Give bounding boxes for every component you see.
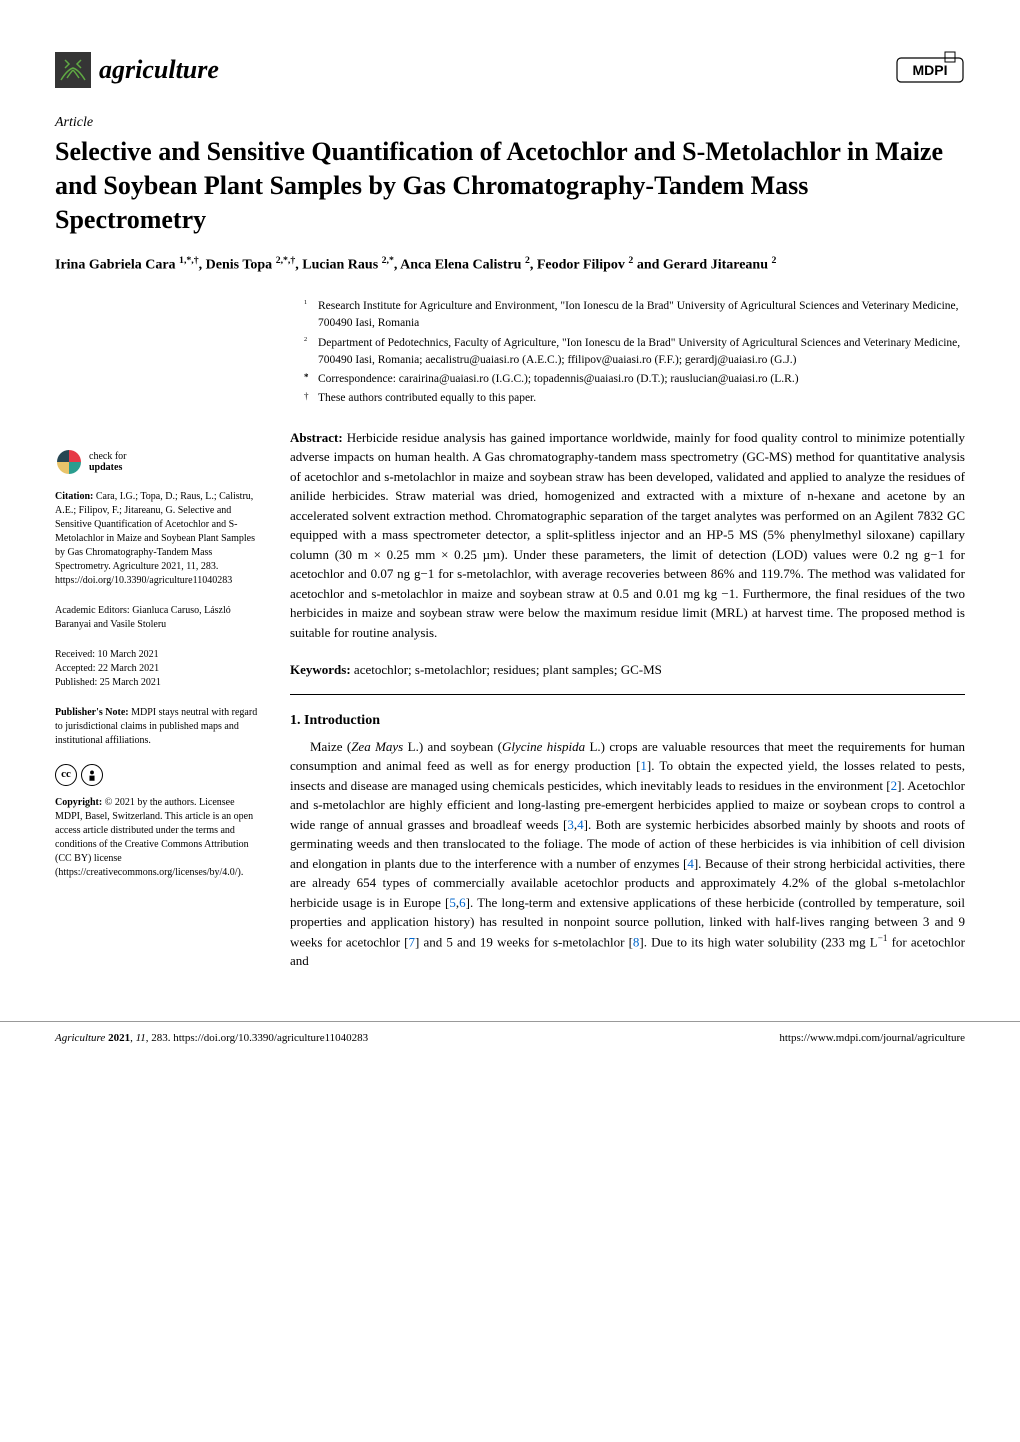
check-updates-label: check for updates (89, 451, 126, 473)
mdpi-logo-icon: MDPI (895, 50, 965, 90)
affiliation-row: † These authors contributed equally to t… (304, 390, 965, 407)
header: agriculture MDPI (55, 50, 965, 90)
publishers-note-label: Publisher's Note: (55, 707, 129, 718)
journal-brand: agriculture (55, 52, 219, 88)
authors-line: Irina Gabriela Cara 1,*,†, Denis Topa 2,… (55, 254, 965, 276)
agriculture-journal-icon (55, 52, 91, 88)
check-for-updates[interactable]: check for updates (55, 448, 260, 476)
copyright-label: Copyright: (55, 797, 102, 808)
article-type: Article (55, 115, 965, 131)
publishers-note-block: Publisher's Note: MDPI stays neutral wit… (55, 706, 260, 748)
citation-label: Citation: (55, 491, 93, 502)
editors-block: Academic Editors: Gianluca Caruso, Lászl… (55, 604, 260, 632)
footer: Agriculture 2021, 11, 283. https://doi.o… (0, 1021, 1020, 1074)
affiliation-row: 1 Research Institute for Agriculture and… (304, 298, 965, 333)
cc-icon: cc (55, 764, 77, 786)
copyright-block: Copyright: © 2021 by the authors. Licens… (55, 796, 260, 880)
check-updates-icon (55, 448, 83, 476)
citation-block: Citation: Cara, I.G.; Topa, D.; Raus, L.… (55, 490, 260, 588)
accepted-date: Accepted: 22 March 2021 (55, 662, 260, 676)
article-title: Selective and Sensitive Quantification o… (55, 135, 965, 236)
received-date: Received: 10 March 2021 (55, 648, 260, 662)
by-icon (81, 764, 103, 786)
sidebar: check for updates Citation: Cara, I.G.; … (55, 298, 260, 971)
abstract: Abstract: Herbicide residue analysis has… (290, 428, 965, 643)
footer-right: https://www.mdpi.com/journal/agriculture (779, 1032, 965, 1044)
abstract-text: Herbicide residue analysis has gained im… (290, 430, 965, 640)
footer-left: Agriculture 2021, 11, 283. https://doi.o… (55, 1032, 368, 1044)
keywords: Keywords: acetochlor; s-metolachlor; res… (290, 660, 965, 695)
section-heading: 1. Introduction (290, 713, 965, 729)
journal-name: agriculture (99, 55, 219, 85)
published-date: Published: 25 March 2021 (55, 676, 260, 690)
affiliation-row: 2 Department of Pedotechnics, Faculty of… (304, 335, 965, 370)
affiliations: 1 Research Institute for Agriculture and… (290, 298, 965, 408)
introduction-body: Maize (Zea Mays L.) and soybean (Glycine… (290, 737, 965, 971)
dates-block: Received: 10 March 2021 Accepted: 22 Mar… (55, 648, 260, 690)
citation-text: Cara, I.G.; Topa, D.; Raus, L.; Calistru… (55, 491, 255, 586)
keywords-text: acetochlor; s-metolachlor; residues; pla… (354, 662, 662, 677)
main-column: 1 Research Institute for Agriculture and… (290, 298, 965, 971)
cc-license-icons: cc (55, 764, 260, 786)
svg-text:MDPI: MDPI (913, 62, 948, 78)
abstract-label: Abstract: (290, 430, 343, 445)
affiliation-row: * Correspondence: carairina@uaiasi.ro (I… (304, 371, 965, 388)
keywords-label: Keywords: (290, 662, 351, 677)
copyright-text: © 2021 by the authors. Licensee MDPI, Ba… (55, 797, 253, 878)
